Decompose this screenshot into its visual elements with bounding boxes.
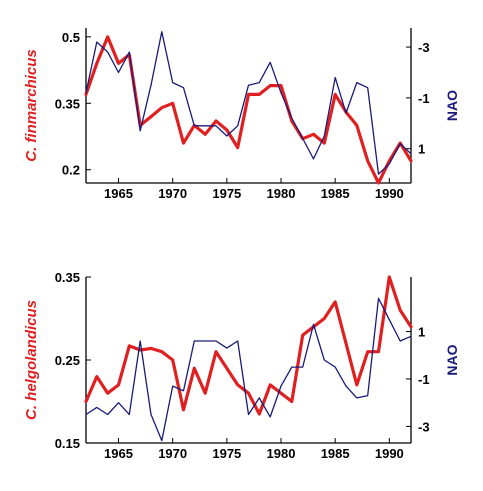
nao-series-line [85, 297, 412, 442]
y-tick-label: 0.35 [55, 96, 80, 111]
y2-axis-label: NAO [444, 90, 460, 121]
x-tick-label: 1985 [321, 446, 350, 461]
y-tick-label: 0.15 [55, 436, 80, 451]
x-tick-label: 1970 [158, 186, 187, 201]
x-tick-label: 1965 [104, 446, 133, 461]
x-tick-label: 1980 [267, 186, 296, 201]
x-tick-label: 1980 [267, 446, 296, 461]
x-tick-label: 1985 [321, 186, 350, 201]
y-tick-label: 0.25 [55, 353, 80, 368]
x-tick-label: 1990 [375, 446, 404, 461]
nao-series-line [85, 31, 412, 175]
y2-tick-label: -1 [418, 91, 430, 106]
finmarchicus-panel: 1965 1970 1975 1980 1985 1990 0.5 0.35 0.2 -3 -1 1 C… [23, 28, 460, 201]
x-tick-label: 1975 [212, 186, 241, 201]
y2-tick-label: 1 [418, 325, 425, 340]
species-series-line [84, 275, 413, 416]
y-axis-label: C. helgolandicus [23, 300, 40, 420]
y2-tick-label: -3 [418, 40, 430, 55]
y2-axis-label: NAO [444, 344, 460, 375]
y-tick-label: 0.2 [62, 163, 80, 178]
x-tick-label: 1965 [104, 186, 133, 201]
y-tick-label: 0.35 [55, 270, 80, 285]
y-axis-label: C. finmarchicus [23, 49, 40, 162]
species-series-line [84, 35, 413, 185]
x-tick-label: 1970 [158, 446, 187, 461]
y2-tick-label: -1 [418, 372, 430, 387]
y2-tick-label: -3 [418, 419, 430, 434]
y2-tick-label: 1 [418, 142, 425, 157]
x-tick-label: 1975 [212, 446, 241, 461]
helgolandicus-panel: 1965 1970 1975 1980 1985 1990 0.35 0.25 0.15 1 -1 -… [23, 270, 460, 461]
y-tick-label: 0.5 [62, 30, 80, 45]
x-tick-label: 1990 [375, 186, 404, 201]
